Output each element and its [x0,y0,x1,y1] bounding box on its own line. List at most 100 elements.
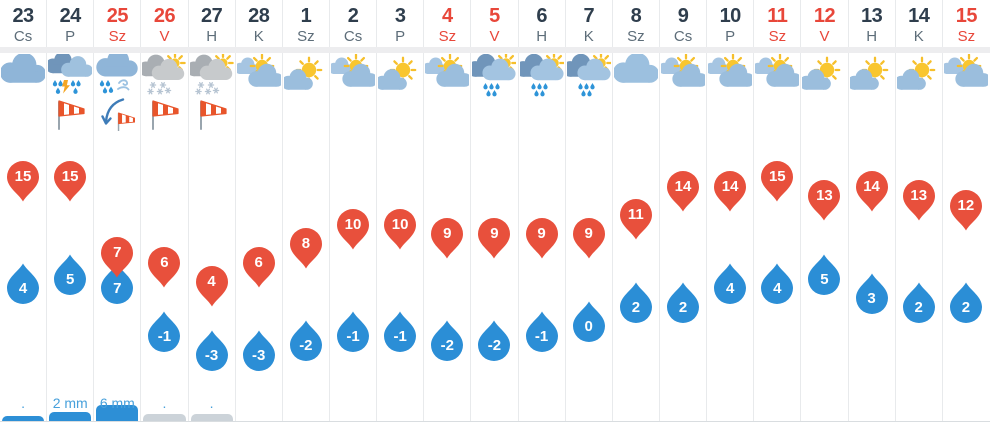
weekday-label: V [489,28,500,45]
water-drop-icon [101,263,134,304]
weekday-label: Cs [673,28,693,45]
weekday-label: P [65,28,76,45]
max-temp-value: 13 [910,187,928,204]
max-temp-marker: 6 [147,246,181,288]
weekday-label: Sz [438,28,457,45]
min-temp-value: 7 [113,280,122,297]
weather-icon-mostly-sunny [283,54,328,98]
map-pin-icon [714,170,747,211]
water-drop-icon [54,254,87,295]
max-temp-marker: 13 [807,179,841,221]
max-temp-value: 11 [627,206,644,223]
water-drop-icon [619,282,652,323]
min-temp-marker: -2 [289,320,323,362]
day-column[interactable]: 13 H 14 3 [849,0,896,422]
max-temp-value: 6 [254,253,263,271]
weekday-label: V [159,28,170,45]
weekday-label: Sz [768,28,787,45]
min-temp-value: 2 [678,299,688,316]
water-drop-icon [949,282,982,323]
max-temp-value: 9 [584,225,593,242]
min-temp-marker: -2 [430,320,464,362]
min-temp-value: -1 [393,327,407,345]
map-pin-icon [478,218,511,259]
day-column[interactable]: 14 K 13 2 [896,0,943,422]
min-temp-marker: -1 [336,311,370,353]
weekday-label: Sz [297,28,315,45]
water-drop-icon [808,254,841,295]
min-temp-value: -1 [157,327,172,345]
water-drop-icon [431,320,464,361]
min-temp-marker: -3 [242,330,276,372]
min-temp-marker: -2 [477,320,511,362]
max-temp-value: 10 [391,215,409,233]
max-temp-value: 8 [301,234,311,252]
day-column[interactable]: 15 Sz 12 2 [943,0,990,422]
max-temp-marker: 8 [289,227,323,269]
max-temp-marker: 9 [430,217,464,259]
day-number: 25 [106,5,129,27]
day-column[interactable]: 12 V 13 5 [801,0,849,422]
max-temp-marker: 14 [666,170,700,212]
weekday-label: K [253,28,264,45]
max-temp-marker: 15 [6,160,40,202]
day-column[interactable]: 6 H 9 -1 [519,0,566,422]
day-column[interactable]: 1 Sz 8 -2 [283,0,330,422]
min-temp-marker: -3 [195,330,229,372]
weather-icon-snow-showers-sun [189,54,234,98]
weather-icon-mostly-sunny [849,54,894,98]
day-number: 3 [394,5,406,27]
water-drop-icon [761,263,794,304]
day-column[interactable]: 24 P 15 5 2 mm [47,0,95,422]
min-temp-value: -1 [346,327,360,345]
map-pin-icon [431,218,464,259]
weather-icon-mostly-sunny [802,54,846,98]
day-column[interactable]: 11 Sz 15 4 [754,0,802,422]
precipitation-bar [143,414,186,422]
map-pin-icon [761,161,794,202]
max-temp-value: 15 [14,168,32,185]
day-column[interactable]: 23 Cs 15 4 . [0,0,48,422]
max-temp-value: 7 [113,244,122,261]
map-pin-icon [525,218,558,259]
max-temp-marker: 9 [477,217,511,259]
day-column[interactable]: 5 V 9 -2 [471,0,519,422]
day-number: 6 [536,5,547,27]
day-column[interactable]: 26 V 6 -1 . [141,0,189,422]
precipitation-label: 2 mm [52,395,88,411]
header-divider [0,47,990,53]
map-pin-icon [101,237,134,278]
day-column[interactable]: 2 Cs 10 -1 [330,0,378,422]
day-column[interactable]: 28 K 6 -3 [236,0,283,422]
day-column[interactable]: 3 P 10 -1 [377,0,425,422]
weekday-label: H [536,28,548,45]
day-number: 11 [767,5,788,27]
max-temp-value: 13 [816,187,833,204]
weekday-label: V [819,28,830,45]
min-temp-value: 5 [65,270,75,288]
day-column[interactable]: 9 Cs 14 2 [660,0,708,422]
day-column[interactable]: 10 P 14 4 [707,0,755,422]
day-column[interactable]: 25 Sz 7 7 6 mm [94,0,142,422]
map-pin-icon [242,246,275,287]
day-column[interactable]: 27 H 4 -3 . [189,0,236,422]
max-temp-marker: 12 [949,189,983,231]
day-column[interactable]: 8 Sz 11 2 [613,0,660,422]
min-temp-marker: 4 [713,263,747,305]
min-temp-marker: 5 [807,254,841,296]
max-temp-value: 14 [721,177,739,195]
max-temp-value: 14 [674,177,692,195]
min-temp-value: 4 [773,280,782,297]
map-pin-icon [572,218,605,259]
map-pin-icon [289,227,322,268]
weekday-label: Cs [13,28,33,45]
min-temp-marker: 7 [100,263,134,305]
day-number: 13 [861,5,883,27]
max-temp-marker: 13 [902,179,936,221]
day-number: 8 [630,5,642,27]
day-column[interactable]: 7 K 9 0 [566,0,613,422]
weather-icon-partly-cloudy [944,54,989,98]
max-temp-marker: 15 [760,160,794,202]
min-temp-marker: 4 [6,263,40,305]
day-column[interactable]: 4 Sz 9 -2 [424,0,472,422]
